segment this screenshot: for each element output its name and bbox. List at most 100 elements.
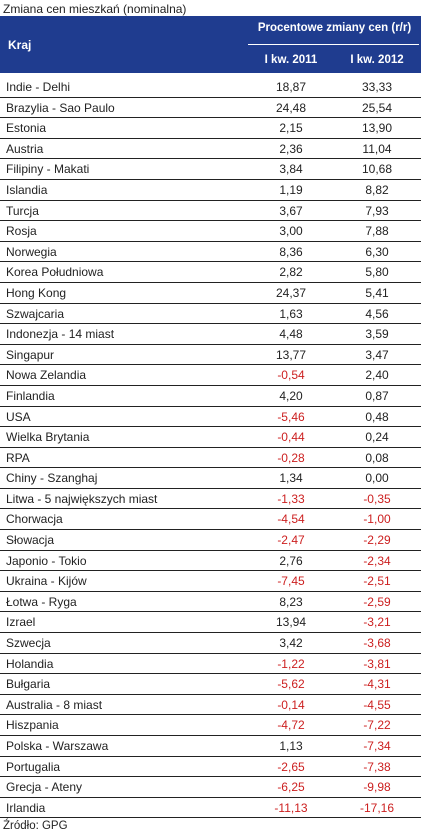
table-row: Chorwacja -4,54 -1,00 bbox=[0, 509, 421, 531]
table-row: Polska - Warszawa 1,13 -7,34 bbox=[0, 736, 421, 757]
value-2011: 24,48 bbox=[275, 100, 307, 115]
country-name: Wielka Brytania bbox=[6, 430, 90, 445]
country-name: Szwecja bbox=[6, 636, 51, 651]
value-2012: 7,88 bbox=[365, 224, 389, 239]
country-name: Norwegia bbox=[6, 244, 57, 259]
table-row: Brazylia - Sao Paulo 24,48 25,54 bbox=[0, 98, 421, 119]
table-row: Nowa Zelandia -0,54 2,40 bbox=[0, 365, 421, 386]
value-2011: -0,44 bbox=[277, 430, 305, 445]
table-row: Portugalia -2,65 -7,38 bbox=[0, 757, 421, 778]
value-2012: 8,82 bbox=[365, 182, 389, 197]
value-2011: -5,62 bbox=[277, 677, 305, 692]
value-2011: 3,00 bbox=[279, 224, 303, 239]
country-name: Hiszpania bbox=[6, 718, 59, 733]
value-2012: -7,38 bbox=[363, 759, 391, 774]
value-2011: -11,13 bbox=[274, 800, 308, 815]
table-row: USA -5,46 0,48 bbox=[0, 407, 421, 428]
value-2011: 2,76 bbox=[279, 553, 303, 568]
value-2012: -7,34 bbox=[363, 739, 391, 753]
country-name: Brazylia - Sao Paulo bbox=[6, 100, 115, 115]
value-2012: 0,48 bbox=[365, 409, 389, 424]
country-name: Japonio - Tokio bbox=[6, 553, 87, 568]
value-2011: -5,46 bbox=[277, 409, 305, 424]
value-2011: -4,54 bbox=[277, 512, 305, 527]
country-name: Finlandia bbox=[6, 388, 55, 403]
country-name: USA bbox=[6, 409, 31, 424]
table-row: RPA -0,28 0,08 bbox=[0, 448, 421, 469]
table-row: Litwa - 5 największych miast -1,33 -0,35 bbox=[0, 489, 421, 510]
country-name: Bułgaria bbox=[6, 677, 51, 692]
value-2012: -17,16 bbox=[359, 800, 395, 815]
value-2012: 6,30 bbox=[365, 244, 389, 259]
table-row: Estonia 2,15 13,90 bbox=[0, 118, 421, 139]
country-name: Szwajcaria bbox=[6, 306, 65, 321]
value-2012: -2,29 bbox=[363, 533, 391, 548]
value-2012: -2,51 bbox=[363, 574, 391, 589]
value-2012: 3,59 bbox=[365, 327, 389, 342]
value-2012: -4,31 bbox=[363, 677, 391, 692]
value-2012: -7,22 bbox=[363, 718, 391, 733]
table-body: Indie - Delhi 18,87 33,33 Brazylia - Sao Pa… bbox=[0, 77, 421, 819]
table-title: Zmiana cen mieszkań (nominalna) bbox=[3, 2, 187, 16]
country-name: Holandia bbox=[6, 656, 54, 671]
country-name: RPA bbox=[6, 450, 30, 465]
value-2012: 25,54 bbox=[361, 100, 393, 115]
table-row: Szwecja 3,42 -3,68 bbox=[0, 633, 421, 654]
value-2012: 0,08 bbox=[365, 450, 389, 465]
table-row: Izrael 13,94 -3,21 bbox=[0, 612, 421, 634]
header-percent-change: Procentowe zmiany cen (r/r) bbox=[257, 22, 412, 34]
value-2011: 3,84 bbox=[279, 162, 303, 177]
value-2011: -1,22 bbox=[277, 656, 305, 671]
table-row: Słowacja -2,47 -2,29 bbox=[0, 530, 421, 551]
table-row: Bułgaria -5,62 -4,31 bbox=[0, 674, 421, 695]
value-2011: -2,65 bbox=[277, 759, 305, 774]
table-row: Finlandia 4,20 0,87 bbox=[0, 386, 421, 407]
table-row: Hong Kong 24,37 5,41 bbox=[0, 283, 421, 304]
table-row: Filipiny - Makati 3,84 10,68 bbox=[0, 159, 421, 180]
value-2011: -0,28 bbox=[277, 450, 305, 465]
table-row: Grecja - Ateny -6,25 -9,98 bbox=[0, 777, 421, 798]
value-2011: 3,67 bbox=[279, 203, 303, 218]
country-name: Korea Południowa bbox=[6, 265, 104, 280]
table-row: Korea Południowa 2,82 5,80 bbox=[0, 262, 421, 283]
value-2011: 2,36 bbox=[279, 141, 303, 156]
country-name: Grecja - Ateny bbox=[6, 780, 83, 795]
value-2011: -1,33 bbox=[277, 491, 305, 506]
country-name: Hong Kong bbox=[6, 285, 67, 300]
value-2011: 3,42 bbox=[279, 636, 303, 651]
value-2011: 4,20 bbox=[279, 388, 303, 403]
country-name: Ukraina - Kijów bbox=[6, 574, 87, 589]
country-name: Singapur bbox=[6, 347, 55, 362]
value-2012: 3,47 bbox=[365, 347, 389, 362]
country-name: Indie - Delhi bbox=[6, 80, 71, 94]
country-name: Islandia bbox=[6, 182, 48, 197]
value-2012: 0,24 bbox=[365, 430, 389, 445]
value-2012: -9,98 bbox=[363, 780, 391, 795]
table-header: Kraj Procentowe zmiany cen (r/r) I kw. 2… bbox=[0, 16, 421, 73]
table-row: Chiny - Szanghaj 1,34 0,00 bbox=[0, 468, 421, 489]
value-2011: -0,14 bbox=[277, 697, 305, 712]
table-row: Japonio - Tokio 2,76 -2,34 bbox=[0, 551, 421, 572]
country-name: Portugalia bbox=[6, 759, 61, 774]
value-2012: -3,68 bbox=[363, 636, 391, 651]
table-row: Indie - Delhi 18,87 33,33 bbox=[0, 77, 421, 98]
table-row: Australia - 8 miast -0,14 -4,55 bbox=[0, 695, 421, 716]
value-2012: 5,80 bbox=[365, 265, 389, 280]
country-name: Łotwa - Ryga bbox=[6, 594, 77, 609]
table-row: Singapur 13,77 3,47 bbox=[0, 345, 421, 366]
country-name: Słowacja bbox=[6, 533, 55, 548]
source-note: Źródło: GPG bbox=[3, 820, 68, 832]
table-row: Irlandia -11,13 -17,16 bbox=[0, 798, 421, 819]
value-2011: 1,19 bbox=[279, 182, 303, 197]
table-row: Rosja 3,00 7,88 bbox=[0, 221, 421, 242]
header-country: Kraj bbox=[8, 38, 32, 52]
header-year-2011: I kw. 2011 bbox=[264, 54, 318, 66]
value-2012: 0,87 bbox=[365, 388, 389, 403]
country-name: Chiny - Szanghaj bbox=[6, 471, 98, 486]
header-year-2012: I kw. 2012 bbox=[350, 54, 404, 66]
value-2012: -0,35 bbox=[363, 491, 391, 506]
value-2012: 0,00 bbox=[365, 471, 389, 486]
country-name: Izrael bbox=[6, 615, 36, 630]
country-name: Estonia bbox=[6, 121, 47, 136]
value-2011: 1,13 bbox=[279, 739, 303, 753]
